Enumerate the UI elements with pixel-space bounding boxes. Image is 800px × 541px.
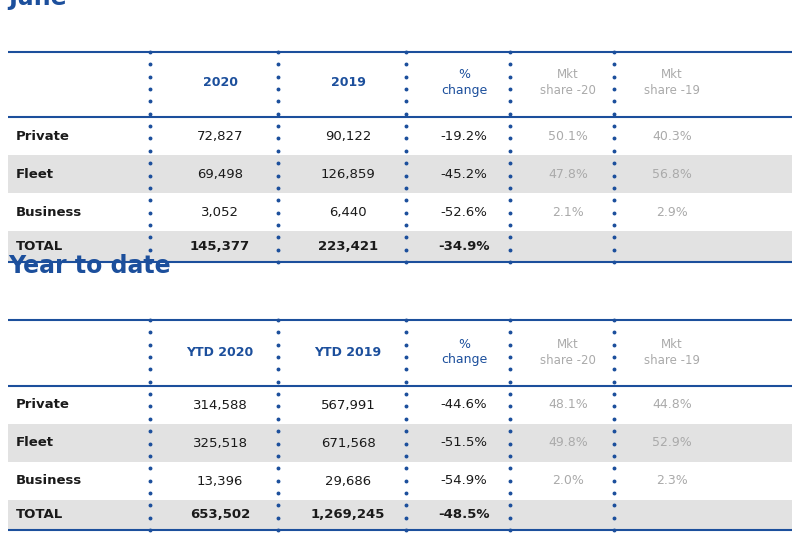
Text: Fleet: Fleet (16, 437, 54, 450)
Text: YTD 2020: YTD 2020 (186, 346, 254, 359)
Text: 13,396: 13,396 (197, 474, 243, 487)
Text: 2.3%: 2.3% (656, 474, 688, 487)
Text: 314,588: 314,588 (193, 399, 247, 412)
Text: 2.0%: 2.0% (552, 474, 584, 487)
Text: -54.9%: -54.9% (441, 474, 487, 487)
Text: 2019: 2019 (330, 76, 366, 89)
Text: 72,827: 72,827 (197, 129, 243, 142)
Text: 2.9%: 2.9% (656, 206, 688, 219)
Text: %
change: % change (441, 338, 487, 366)
Bar (8, 231, 792, 262)
Text: 1,269,245: 1,269,245 (311, 509, 385, 522)
Text: Mkt
share -20: Mkt share -20 (540, 69, 596, 97)
Text: Business: Business (16, 474, 82, 487)
Text: 223,421: 223,421 (318, 240, 378, 253)
Text: 90,122: 90,122 (325, 129, 371, 142)
Text: -48.5%: -48.5% (438, 509, 490, 522)
Text: %
change: % change (441, 69, 487, 97)
Bar (8, 500, 792, 530)
Text: 2020: 2020 (202, 76, 238, 89)
Text: Mkt
share -20: Mkt share -20 (540, 338, 596, 366)
Text: 50.1%: 50.1% (548, 129, 588, 142)
Text: 56.8%: 56.8% (652, 168, 692, 181)
Text: 48.1%: 48.1% (548, 399, 588, 412)
Text: 126,859: 126,859 (321, 168, 375, 181)
Text: -44.6%: -44.6% (441, 399, 487, 412)
Text: YTD 2019: YTD 2019 (314, 346, 382, 359)
Text: 325,518: 325,518 (193, 437, 247, 450)
Text: 145,377: 145,377 (190, 240, 250, 253)
Text: 29,686: 29,686 (325, 474, 371, 487)
Text: -45.2%: -45.2% (441, 168, 487, 181)
Text: 52.9%: 52.9% (652, 437, 692, 450)
Text: 2.1%: 2.1% (552, 206, 584, 219)
Text: Year to date: Year to date (8, 254, 170, 278)
Text: 653,502: 653,502 (190, 509, 250, 522)
Text: 44.8%: 44.8% (652, 399, 692, 412)
Text: -19.2%: -19.2% (441, 129, 487, 142)
Text: Private: Private (16, 399, 70, 412)
Text: 671,568: 671,568 (321, 437, 375, 450)
Text: TOTAL: TOTAL (16, 509, 63, 522)
Text: June: June (8, 0, 66, 10)
Text: 47.8%: 47.8% (548, 168, 588, 181)
Bar (8, 424, 792, 462)
Text: 3,052: 3,052 (201, 206, 239, 219)
Text: 49.8%: 49.8% (548, 437, 588, 450)
Text: 40.3%: 40.3% (652, 129, 692, 142)
Text: TOTAL: TOTAL (16, 240, 63, 253)
Text: Fleet: Fleet (16, 168, 54, 181)
Text: -51.5%: -51.5% (441, 437, 487, 450)
Text: Business: Business (16, 206, 82, 219)
Text: 567,991: 567,991 (321, 399, 375, 412)
Text: 69,498: 69,498 (197, 168, 243, 181)
Text: -34.9%: -34.9% (438, 240, 490, 253)
Text: Mkt
share -19: Mkt share -19 (644, 338, 700, 366)
Bar (8, 155, 792, 193)
Text: 6,440: 6,440 (329, 206, 367, 219)
Text: -52.6%: -52.6% (441, 206, 487, 219)
Text: Private: Private (16, 129, 70, 142)
Text: Mkt
share -19: Mkt share -19 (644, 69, 700, 97)
